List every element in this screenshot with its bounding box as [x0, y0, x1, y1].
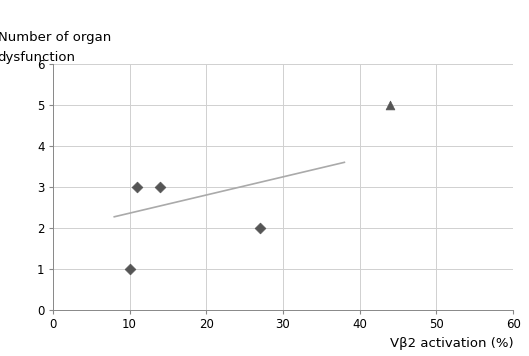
X-axis label: Vβ2 activation (%): Vβ2 activation (%): [389, 337, 513, 350]
Point: [133, 184, 142, 190]
Text: dysfunction: dysfunction: [0, 51, 76, 64]
Point: [256, 225, 264, 231]
Text: Number of organ: Number of organ: [0, 31, 111, 44]
Point: [156, 184, 165, 190]
Point: [386, 102, 395, 108]
Point: [125, 266, 134, 272]
